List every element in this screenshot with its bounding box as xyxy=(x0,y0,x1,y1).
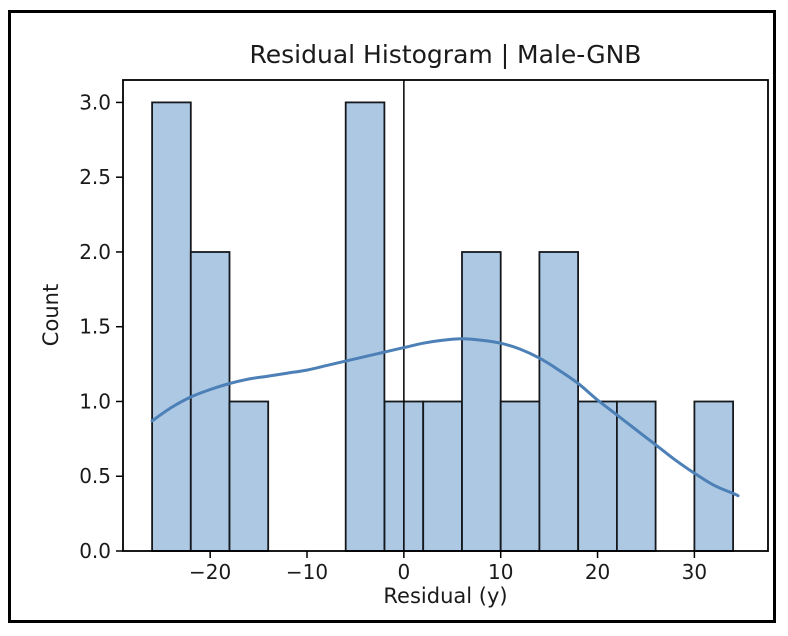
x-tick-label: −10 xyxy=(286,560,328,584)
x-tick-label: 30 xyxy=(682,560,707,584)
histogram-plot: −20 −10 0 10 20 30 0.0 0.5 1.0 1.5 2.0 2.5 3.0 xyxy=(79,79,769,584)
histogram-bar xyxy=(344,101,386,552)
y-tick-label: 1.0 xyxy=(79,389,111,413)
x-tick-label: −20 xyxy=(189,560,231,584)
histogram-bar xyxy=(461,251,502,552)
x-tick-label: 20 xyxy=(585,560,610,584)
y-tick-label: 3.0 xyxy=(79,90,111,114)
y-tick-label: 0.5 xyxy=(79,464,111,488)
histogram-bar xyxy=(189,251,231,552)
y-tick-label: 0.0 xyxy=(79,539,111,563)
chart-title: Residual Histogram | Male-GNB xyxy=(249,40,642,69)
axes-spines xyxy=(122,79,769,552)
x-axis-label: Residual (y) xyxy=(383,584,508,608)
histogram-bar xyxy=(499,400,541,552)
kde-curve xyxy=(150,337,740,498)
histogram-bar xyxy=(422,400,463,552)
x-tick-label: 0 xyxy=(397,560,410,584)
histogram-bar xyxy=(151,101,192,552)
histogram-bar xyxy=(577,400,618,552)
histogram-bar xyxy=(228,400,270,552)
x-tick-label: 10 xyxy=(488,560,513,584)
histogram-bar xyxy=(538,251,580,552)
y-tick-label: 1.5 xyxy=(79,315,111,339)
histogram-bar xyxy=(616,400,657,552)
histogram-bar xyxy=(693,400,735,552)
figure-border: Residual Histogram | Male-GNB Count Resi… xyxy=(8,10,776,623)
y-tick-label: 2.5 xyxy=(79,165,111,189)
y-tick-label: 2.0 xyxy=(79,240,111,264)
